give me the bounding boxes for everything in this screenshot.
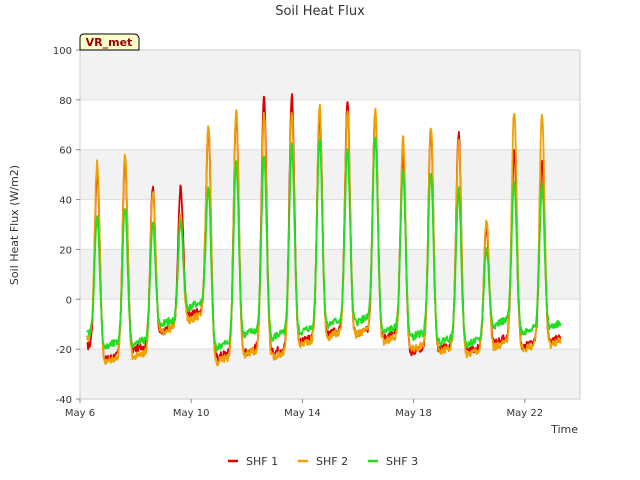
series-layer xyxy=(86,93,562,367)
x-tick-label: May 10 xyxy=(173,408,210,419)
series-line-shf-3 xyxy=(86,136,562,352)
legend-item: SHF 2 xyxy=(298,455,348,468)
grid-band xyxy=(80,249,580,300)
plot-frame xyxy=(79,49,581,400)
y-tick-label: -40 xyxy=(56,395,72,406)
site-badge: VR_met xyxy=(79,33,140,51)
legend-label: SHF 2 xyxy=(316,455,348,468)
site-badge-label: VR_met xyxy=(86,36,133,49)
y-axis-ticks: -40 -20 0 20 40 60 80 100 xyxy=(53,46,80,406)
chart-title: Soil Heat Flux xyxy=(275,4,365,19)
y-tick-label: 100 xyxy=(53,46,72,57)
y-tick-label: 60 xyxy=(59,146,72,157)
x-tick-label: May 22 xyxy=(507,408,544,419)
x-tick-label: May 14 xyxy=(284,408,321,419)
y-tick-label: 80 xyxy=(59,96,72,107)
legend-item: SHF 1 xyxy=(228,455,278,468)
x-axis-ticks: May 6 May 10 May 14 May 18 May 22 xyxy=(65,399,543,419)
legend-item: SHF 3 xyxy=(368,455,418,468)
y-tick-label: 0 xyxy=(66,295,72,306)
grid-band xyxy=(80,149,580,200)
y-tick-label: -20 xyxy=(56,345,72,356)
grid-band xyxy=(80,50,580,100)
x-tick-label: May 18 xyxy=(395,408,432,419)
plot-background xyxy=(80,50,580,399)
grid-band xyxy=(80,349,580,399)
y-tick-label: 20 xyxy=(59,245,72,256)
y-axis-label: Soil Heat Flux (W/m2) xyxy=(8,165,21,285)
x-axis-label: Time xyxy=(550,423,578,436)
legend-label: SHF 1 xyxy=(246,455,278,468)
legend: SHF 1 SHF 2 SHF 3 xyxy=(228,455,418,468)
x-tick-label: May 6 xyxy=(65,408,95,419)
legend-label: SHF 3 xyxy=(386,455,418,468)
y-tick-label: 40 xyxy=(59,196,72,207)
